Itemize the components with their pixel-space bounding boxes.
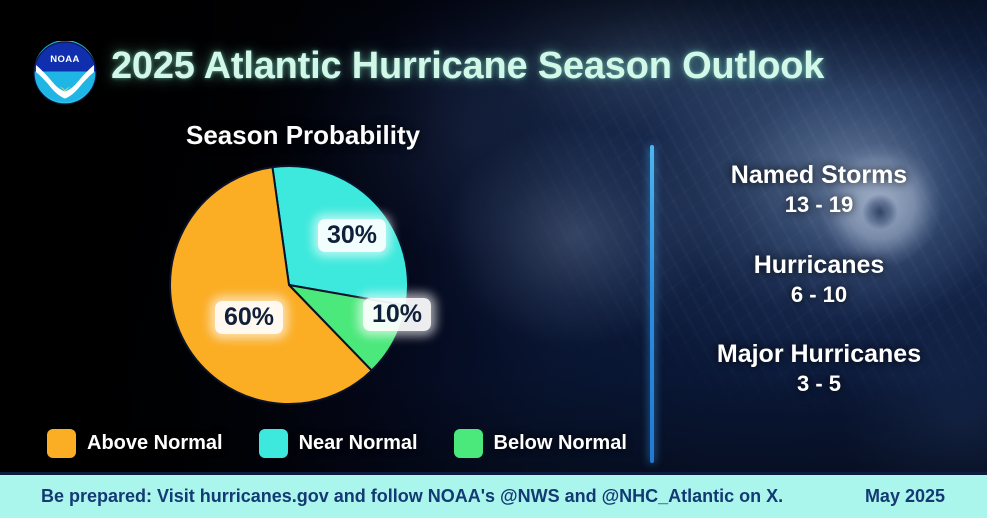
footer-message: Be prepared: Visit hurricanes.gov and fo… [41,486,784,506]
stat-named-storms-range: 13 - 19 [784,192,854,217]
footer-date: May 2025 [864,486,945,506]
chart-legend: Above Normal Near Normal Below Normal [47,429,627,458]
stat-major-hurricanes-label: Major Hurricanes [716,340,922,369]
noaa-logo-text: NOAA [50,54,80,65]
pie-label-above-normal: 60% [215,301,284,334]
pie-slice-group [168,165,409,405]
noaa-logo: NOAA [33,40,97,105]
stat-named-storms: Named Storms 13 - 19 [651,160,987,220]
page-title: 2025 Atlantic Hurricane Season Outlook [111,45,825,87]
stat-hurricanes: Hurricanes 6 - 10 [651,250,987,310]
stat-named-storms-label: Named Storms [730,161,908,189]
legend-item-below-normal: Below Normal [453,429,627,458]
pie-slice-above-normal [168,166,374,405]
footer-banner: Be prepared: Visit hurricanes.gov and fo… [0,472,987,518]
forecast-stats-panel: Named Storms 13 - 19 Hurricanes 6 - 10 M… [651,160,987,399]
stat-major-hurricanes: Major Hurricanes 3 - 5 [651,339,987,399]
legend-swatch-above-normal [47,429,76,458]
pie-label-below-normal: 10% [363,298,432,331]
legend-item-above-normal: Above Normal [47,429,223,458]
pie-label-near-normal: 30% [318,219,387,252]
stat-hurricanes-label: Hurricanes [753,250,885,279]
legend-label-near-normal: Near Normal [298,432,418,454]
legend-item-near-normal: Near Normal [258,429,418,458]
chart-title: Season Probability [186,120,421,150]
season-probability-pie-chart: 60% 30% 10% [158,165,432,405]
stat-hurricanes-range: 6 - 10 [790,281,848,307]
legend-label-above-normal: Above Normal [87,432,223,454]
legend-label-below-normal: Below Normal [493,432,627,454]
stat-major-hurricanes-range: 3 - 5 [796,371,842,397]
pie-chart-svg [168,165,409,405]
vertical-divider [650,145,654,463]
legend-swatch-near-normal [258,429,288,458]
legend-swatch-below-normal [453,429,483,458]
